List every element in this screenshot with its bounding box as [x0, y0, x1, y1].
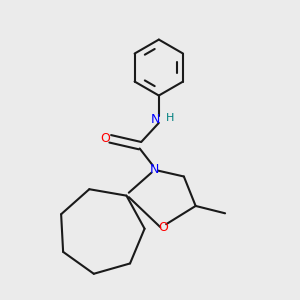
Text: H: H [166, 113, 174, 123]
Text: O: O [158, 220, 168, 234]
Text: O: O [100, 132, 110, 145]
Text: N: N [151, 112, 160, 126]
Text: N: N [150, 163, 159, 176]
